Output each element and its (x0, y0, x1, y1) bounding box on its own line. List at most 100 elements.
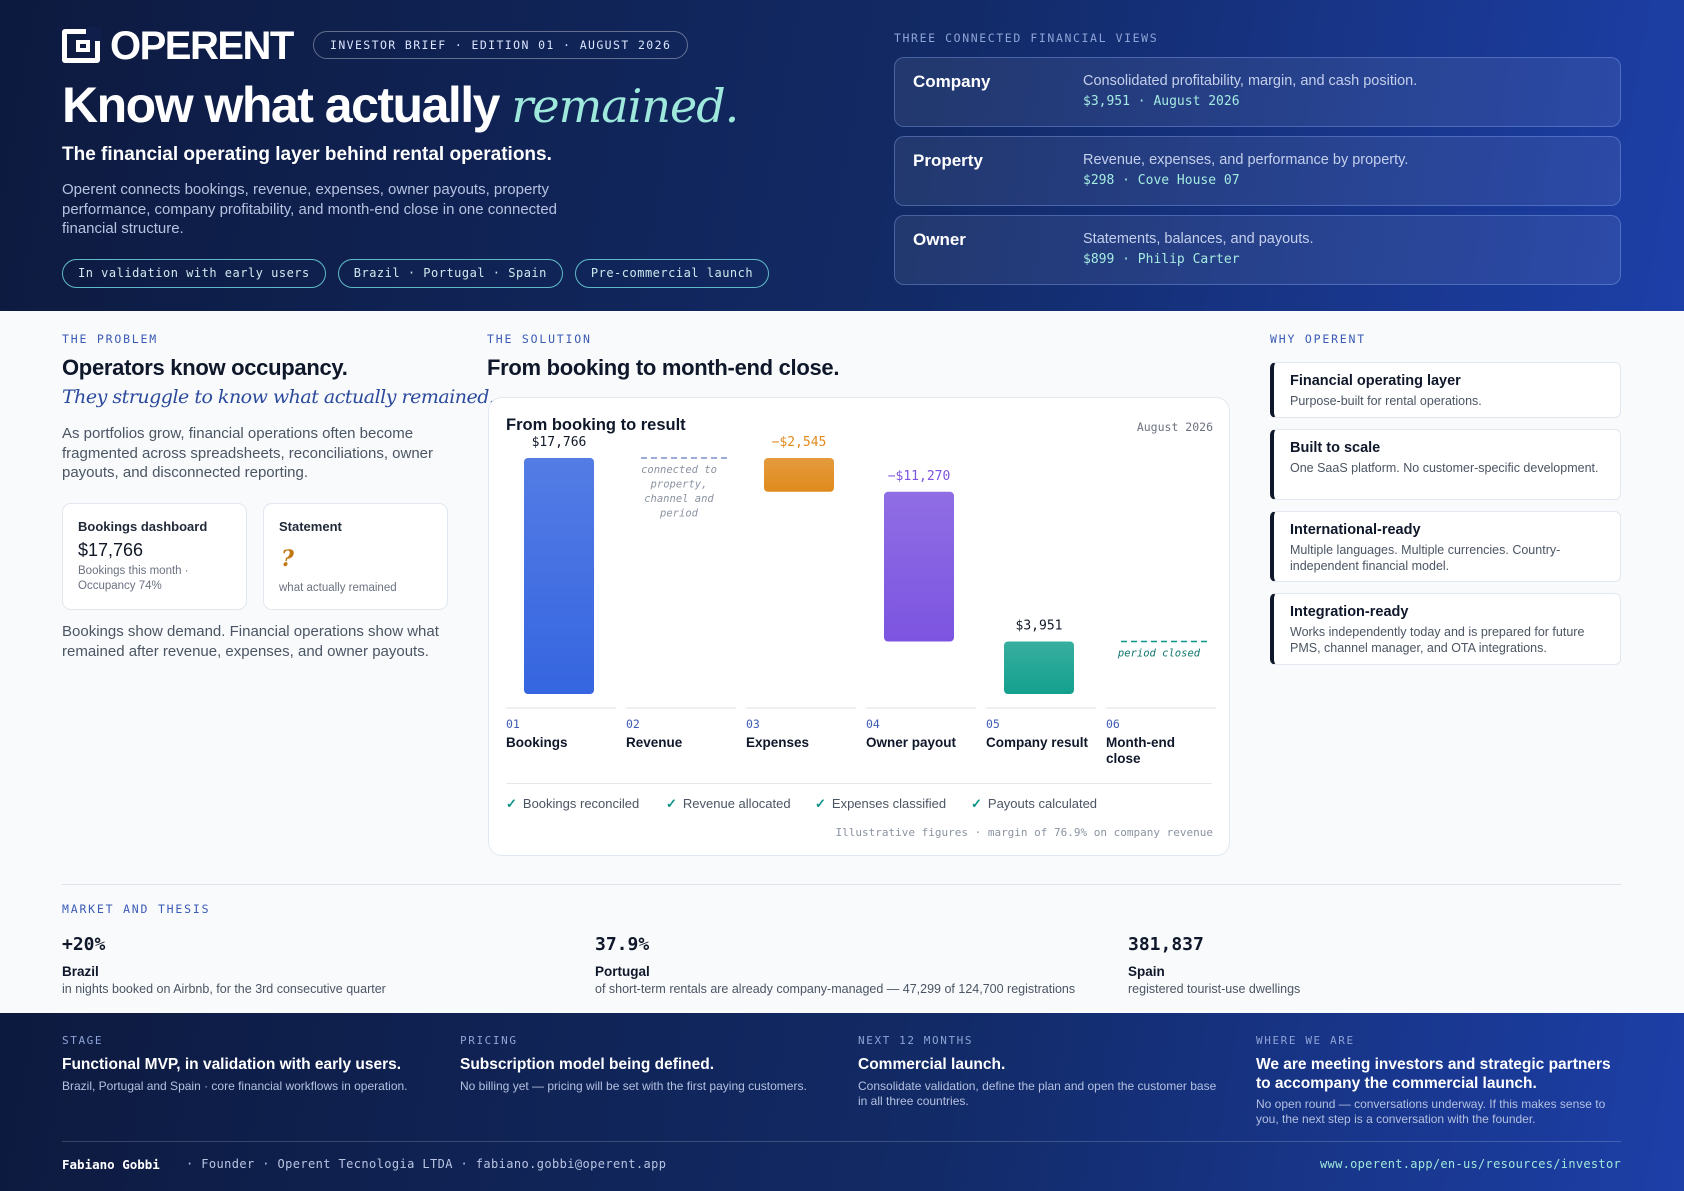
view-desc: Statements, balances, and payouts. (1083, 231, 1314, 247)
view-name: Company (913, 72, 991, 91)
step-number: 06 (1106, 717, 1120, 731)
problem-text: As portfolios grow, financial operations… (62, 425, 434, 481)
views-label: THREE CONNECTED FINANCIAL VIEWS (894, 31, 1159, 45)
edition-badge: INVESTOR BRIEF · EDITION 01 · AUGUST 202… (313, 31, 689, 59)
why-desc: Works independently today and is prepare… (1290, 625, 1585, 655)
card-value: $17,766 (78, 540, 144, 560)
category-label: Revenue (626, 735, 683, 750)
bar-owner-payout (884, 491, 954, 642)
view-card-owner: Owner Statements, balances, and payouts.… (894, 215, 1621, 285)
view-card-company: Company Consolidated profitability, marg… (894, 57, 1621, 127)
check-icon: ✓ (971, 796, 982, 811)
category-label: Bookings (506, 735, 568, 750)
footer-col-stage: STAGE Functional MVP, in validation with… (62, 1034, 432, 1094)
view-card-property: Property Revenue, expenses, and performa… (894, 136, 1621, 206)
section-divider (62, 884, 1621, 885)
bar-bookings (524, 458, 594, 694)
footer-col-desc: No open round — conversations underway. … (1256, 1097, 1606, 1126)
bar-company-result (1004, 641, 1074, 694)
category-label: Company result (986, 735, 1089, 750)
view-value: $298 · Cove House 07 (1083, 173, 1240, 188)
stat-value: +20% (62, 934, 106, 955)
statement-card: Statement ? what actually remained (263, 503, 448, 610)
founder-meta[interactable]: · Founder · Operent Tecnologia LTDA · fa… (186, 1157, 667, 1171)
why-desc: One SaaS platform. No customer-specific … (1290, 461, 1599, 475)
stat-desc: of short-term rentals are already compan… (595, 982, 1076, 996)
why-label: WHY OPERENT (1270, 332, 1366, 346)
why-card-financial-layer: Financial operating layer Purpose-built … (1270, 362, 1621, 418)
waterfall-chart: $17,766 01 Bookings connected to property, ch… (506, 435, 1216, 766)
chart-title: From booking to result (506, 416, 686, 434)
brand-logo: OPERENT (62, 24, 294, 68)
why-title: Financial operating layer (1290, 373, 1461, 389)
category-label: Month-end (1106, 735, 1175, 750)
problem-title: Operators know occupancy. (62, 355, 348, 380)
stat-value: 381,837 (1128, 934, 1204, 955)
stat-desc: registered tourist-use dwellings (1128, 982, 1301, 996)
why-desc: Multiple languages. Multiple currencies.… (1290, 543, 1561, 573)
bar-expenses (764, 458, 834, 492)
footer-col-pricing: PRICING Subscription model being defined… (460, 1034, 830, 1094)
solution-label: THE SOLUTION (487, 332, 592, 346)
connector-note: connected to (641, 464, 717, 476)
status-pills: In validation with early users Brazil · … (62, 259, 770, 288)
stat-country: Brazil (62, 964, 99, 979)
category-label: Expenses (746, 735, 809, 750)
footer-divider (62, 1141, 1621, 1142)
category-label: close (1106, 751, 1141, 766)
market-label: MARKET AND THESIS (62, 902, 211, 916)
waterfall-chart-card: From booking to result August 2026 $17,7… (488, 397, 1230, 856)
view-desc: Consolidated profitability, margin, and … (1083, 73, 1418, 89)
footer-col-desc: No billing yet — pricing will be set wit… (460, 1078, 807, 1093)
check-label: Expenses classified (831, 796, 947, 811)
footer-col-desc: Brazil, Portugal and Spain · core financ… (62, 1078, 408, 1093)
problem-subtitle: They struggle to know what actually rema… (62, 386, 495, 408)
card-title: Statement (279, 519, 342, 534)
brand-name: OPERENT (110, 24, 294, 68)
pill-validation: In validation with early users (62, 259, 326, 288)
card-title: Bookings dashboard (78, 519, 208, 534)
pill-countries: Brazil · Portugal · Spain (337, 259, 563, 288)
check-label: Revenue allocated (682, 796, 791, 811)
connector-note: property, (650, 479, 708, 491)
bar-value-label: −$11,270 (888, 469, 951, 484)
bar-value-label: −$2,545 (772, 435, 827, 450)
card-sub: Bookings this month · Occupancy 74% (78, 565, 189, 592)
footer-col-title: We are meeting investors and strategic p… (1256, 1056, 1611, 1092)
question-mark: ? (281, 546, 294, 572)
check-label: Payouts calculated (987, 796, 1098, 811)
stat-country: Portugal (595, 964, 650, 979)
investor-url-link[interactable]: www.operent.app/en-us/resources/investor (1320, 1157, 1621, 1171)
step-number: 02 (626, 717, 640, 731)
headline-accent: remained. (511, 79, 739, 133)
footer-col-title: Subscription model being defined. (460, 1056, 715, 1073)
footer-col-where: WHERE WE ARE We are meeting investors an… (1256, 1034, 1626, 1127)
check-icon: ✓ (666, 796, 677, 811)
why-card-scale: Built to scale One SaaS platform. No cus… (1270, 429, 1621, 500)
chart-date: August 2026 (1136, 420, 1213, 434)
founder-name: Fabiano Gobbi (62, 1157, 160, 1172)
view-name: Owner (913, 230, 966, 249)
why-title: Integration-ready (1290, 604, 1409, 620)
bar-value-label: $3,951 (1016, 619, 1063, 634)
check-icon: ✓ (815, 796, 826, 811)
footer-col-label: STAGE (62, 1034, 104, 1047)
step-number: 05 (986, 717, 1000, 731)
stat-country: Spain (1128, 964, 1165, 979)
check-item: ✓ Expenses classified (815, 796, 946, 812)
footer-section: STAGE Functional MVP, in validation with… (0, 1013, 1684, 1191)
check-item: ✓ Revenue allocated (666, 796, 791, 812)
connector-note: channel and (644, 493, 714, 505)
subheadline: The financial operating layer behind ren… (62, 144, 552, 165)
connector-note: period (659, 508, 699, 520)
why-card-integration: Integration-ready Works independently to… (1270, 593, 1621, 665)
stat-value: 37.9% (595, 934, 650, 955)
solution-title: From booking to month-end close. (487, 355, 840, 380)
view-value: $899 · Philip Carter (1083, 252, 1240, 267)
card-sub: what actually remained (279, 582, 397, 594)
footer-col-label: PRICING (460, 1034, 518, 1047)
stat-portugal: 37.9% Portugal of short-term rentals are… (595, 934, 1075, 996)
check-label: Bookings reconciled (522, 796, 640, 811)
step-number: 03 (746, 717, 760, 731)
hero-section: OPERENT INVESTOR BRIEF · EDITION 01 · AU… (0, 0, 1684, 311)
